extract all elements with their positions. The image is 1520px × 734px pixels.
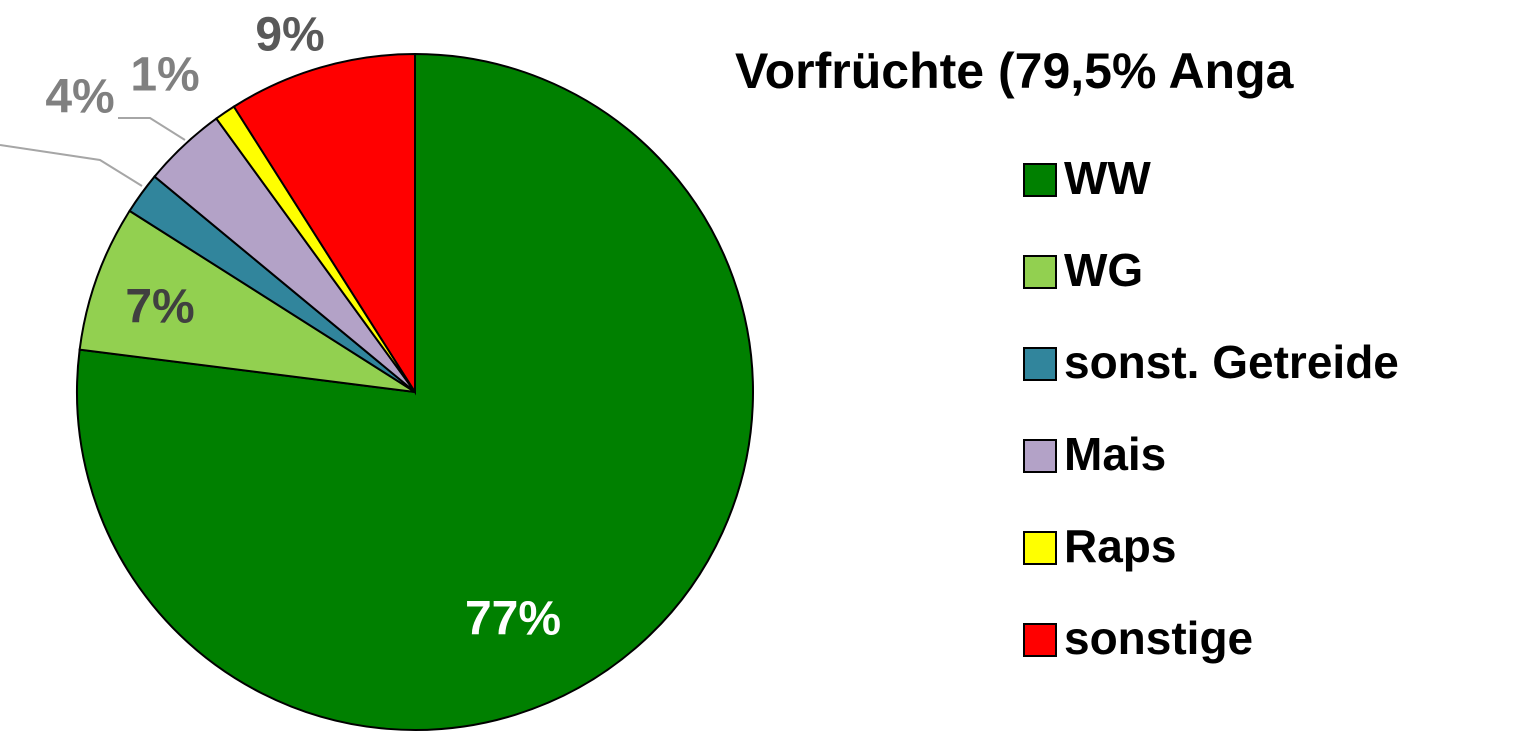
legend-label: sonstige	[1064, 612, 1253, 664]
legend-label: sonst. Getreide	[1064, 336, 1399, 388]
pie-slice	[78, 209, 416, 393]
leader-line	[118, 117, 186, 141]
pie-slice	[232, 52, 416, 396]
data-label: 4%	[45, 71, 114, 124]
legend-swatch	[1023, 439, 1057, 473]
legend-label: Raps	[1064, 520, 1176, 572]
legend-label: WG	[1064, 244, 1143, 296]
legend-label: WW	[1064, 152, 1151, 204]
legend-swatch	[1023, 347, 1057, 381]
legend-label: Mais	[1064, 428, 1166, 480]
legend-swatch	[1023, 255, 1057, 289]
chart-title: Vorfrüchte (79,5% Anga	[735, 43, 1295, 99]
data-label: 1%	[130, 49, 199, 102]
pie-slice	[76, 52, 754, 731]
legend-swatch	[1023, 531, 1057, 565]
data-label: 7%	[125, 281, 194, 334]
data-label: 77%	[465, 593, 561, 646]
data-label: 9%	[255, 9, 324, 62]
legend-swatch	[1023, 163, 1057, 197]
legend-swatch	[1023, 623, 1057, 657]
leader-line	[0, 144, 143, 187]
